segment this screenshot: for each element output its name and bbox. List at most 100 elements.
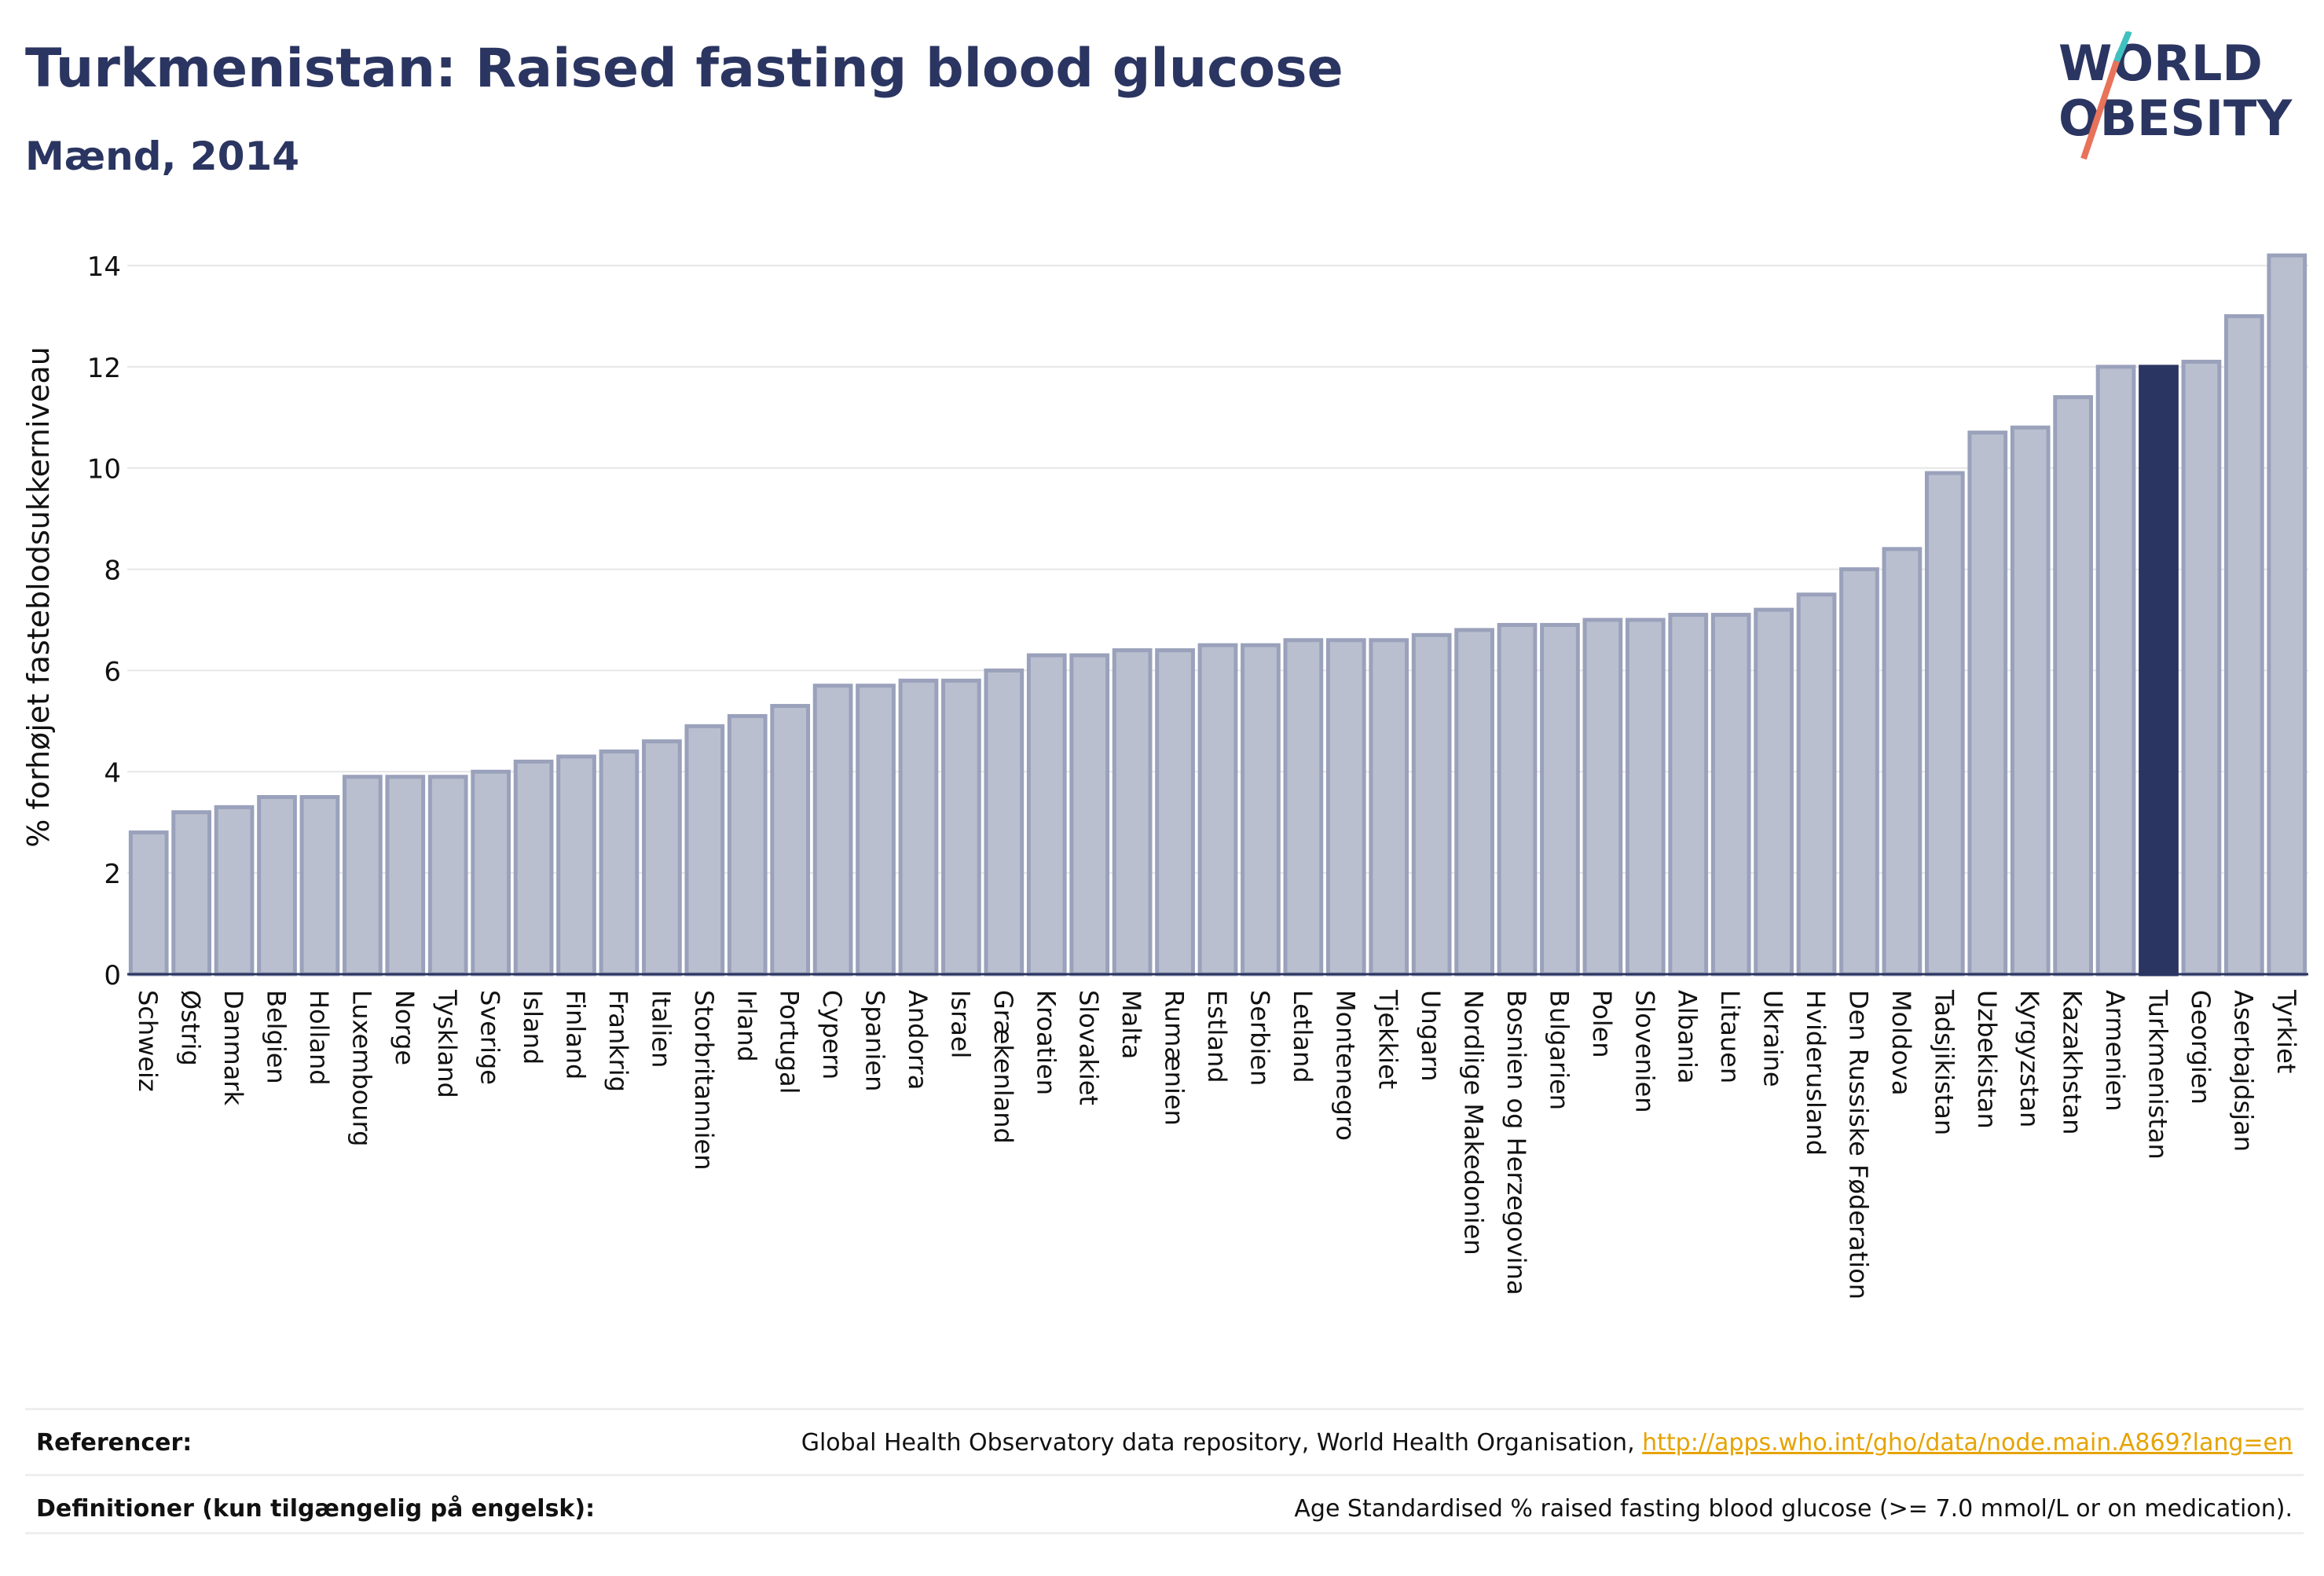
bar[interactable]: [343, 775, 383, 977]
x-tick-label: Letland: [1288, 990, 1318, 1083]
bar[interactable]: [599, 750, 640, 977]
x-tick-label: Luxembourg: [346, 990, 376, 1146]
x-tick-label: Litauen: [1715, 990, 1745, 1083]
bar[interactable]: [1069, 653, 1110, 977]
y-tick-label: 6: [104, 656, 121, 687]
bar[interactable]: [1796, 592, 1837, 977]
bar[interactable]: [812, 684, 853, 977]
x-tick-label: Sverige: [475, 990, 505, 1085]
bar[interactable]: [2267, 253, 2308, 977]
bar[interactable]: [1582, 618, 1623, 977]
bar[interactable]: [427, 775, 468, 977]
bar[interactable]: [1026, 653, 1067, 977]
bar[interactable]: [1112, 648, 1153, 977]
references-text: Global Health Observatory data repositor…: [801, 1429, 1643, 1457]
x-tick-label: Kyrgyzstan: [2014, 990, 2044, 1127]
bar[interactable]: [513, 759, 554, 977]
bar[interactable]: [727, 713, 768, 977]
x-tick-label: Polen: [1587, 990, 1617, 1058]
bar[interactable]: [984, 668, 1025, 977]
bar[interactable]: [684, 724, 725, 977]
bar[interactable]: [1241, 643, 1281, 977]
bar[interactable]: [171, 810, 212, 977]
x-tick-label: Turkmenistan: [2143, 989, 2172, 1160]
bar[interactable]: [214, 804, 255, 977]
bar[interactable]: [2095, 365, 2136, 977]
references-value: Global Health Observatory data repositor…: [801, 1429, 2293, 1457]
world-obesity-logo: WORLD OBESITY: [2058, 31, 2293, 160]
x-tick-label: Norge: [390, 990, 420, 1065]
x-tick-label: Moldova: [1886, 990, 1916, 1096]
x-tick-label: Armenien: [2100, 990, 2130, 1111]
y-tick-label: 4: [104, 757, 121, 789]
x-tick-label: Spanien: [860, 990, 890, 1091]
axes: 0 2 4 6 8 10 12 14 Schweiz Østrig Danmark Belgien Ho…: [87, 251, 2308, 1299]
bar[interactable]: [1454, 628, 1494, 977]
x-tick-label: Tadsjikistan: [1929, 989, 1959, 1135]
x-tick-label: Tyskland: [432, 989, 462, 1098]
x-tick-label: Bosnien og Herzegovina: [1501, 990, 1531, 1296]
x-tick-label: Andorra: [903, 990, 933, 1090]
bar[interactable]: [1625, 618, 1666, 977]
bar[interactable]: [1668, 613, 1709, 977]
y-tick-label: 10: [87, 454, 121, 486]
bar[interactable]: [556, 754, 596, 977]
bar[interactable]: [1155, 648, 1195, 977]
x-tick-label: Georgien: [2186, 990, 2216, 1105]
bar[interactable]: [1754, 607, 1794, 977]
bar[interactable]: [770, 704, 811, 977]
x-tick-label: Grækenland: [988, 990, 1018, 1144]
bar[interactable]: [1924, 471, 1965, 977]
bar[interactable]: [1325, 638, 1366, 977]
bar[interactable]: [1882, 547, 1923, 977]
x-tick-label: Island: [518, 990, 548, 1065]
y-tick-label: 12: [87, 353, 121, 384]
bar[interactable]: [2223, 313, 2264, 977]
y-tick-label: 8: [104, 555, 121, 587]
x-tick-label: Albania: [1673, 990, 1703, 1083]
definitions-row: Definitioner (kun tilgængelig på engelsk…: [25, 1474, 2304, 1542]
definitions-label: Definitioner (kun tilgængelig på engelsk…: [36, 1495, 596, 1523]
bar[interactable]: [642, 739, 682, 977]
bar[interactable]: [941, 678, 981, 977]
x-tick-label: Irland: [731, 990, 761, 1062]
bar[interactable]: [898, 678, 939, 977]
x-tick-label: Den Russiske Føderation: [1843, 990, 1873, 1299]
x-tick-label: Schweiz: [133, 990, 163, 1092]
chart-title: Turkmenistan: Raised fasting blood gluco…: [25, 38, 1343, 100]
bar[interactable]: [2010, 425, 2051, 977]
x-tick-label: Aserbajdsjan: [2228, 990, 2258, 1152]
bar[interactable]: [1540, 622, 1580, 977]
bar[interactable]: [2053, 395, 2093, 977]
x-tick-label: Slovenien: [1629, 990, 1659, 1113]
x-tick-label: Estland: [1202, 990, 1232, 1083]
bar[interactable]: [1497, 622, 1538, 977]
bar[interactable]: [128, 830, 169, 977]
logo-slash-teal: [2113, 31, 2132, 63]
x-tick-label: Kazakhstan: [2058, 990, 2088, 1134]
bar[interactable]: [1283, 638, 1324, 977]
bar[interactable]: [2181, 359, 2222, 977]
x-tick-label: Rumænien: [1160, 990, 1189, 1126]
bar[interactable]: [1197, 643, 1238, 977]
x-tick-label: Montenegro: [1330, 990, 1360, 1141]
chart-subtitle: Mænd, 2014: [25, 134, 300, 179]
references-link[interactable]: http://apps.who.int/gho/data/node.main.A…: [1642, 1429, 2293, 1457]
bar[interactable]: [856, 684, 896, 977]
bar[interactable]: [385, 775, 426, 977]
bar[interactable]: [471, 769, 511, 977]
bar[interactable]: [1839, 567, 1879, 977]
bar[interactable]: [1369, 638, 1409, 977]
bar[interactable]: [299, 795, 340, 977]
bar[interactable]: [1967, 431, 2008, 977]
references-row: Referencer: Global Health Observatory da…: [25, 1408, 2304, 1476]
logo-line1: WORLD: [2058, 35, 2263, 92]
bars: [128, 253, 2308, 977]
bar[interactable]: [1710, 613, 1751, 977]
x-tick-label: Holland: [304, 990, 334, 1086]
bar[interactable]: [257, 795, 297, 977]
bar[interactable]: [1411, 632, 1452, 977]
x-tick-label: Frankrig: [603, 990, 633, 1092]
bar[interactable]: [2139, 365, 2179, 977]
y-tick-label: 2: [104, 859, 121, 890]
